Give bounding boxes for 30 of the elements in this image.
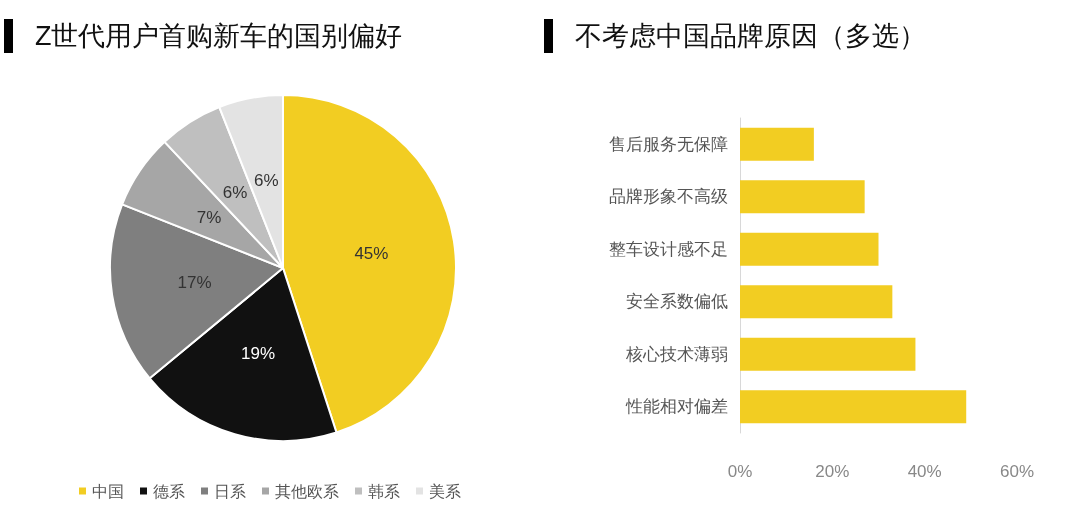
bar <box>740 232 879 266</box>
y-tick-label: 售后服务无保障 <box>609 134 728 154</box>
legend-label: 美系 <box>429 482 461 500</box>
data-label: 7% <box>196 208 222 228</box>
y-tick-label: 性能相对偏差 <box>625 397 728 417</box>
x-tick-label: 60% <box>999 462 1035 481</box>
bar <box>740 180 865 214</box>
legend-label: 德系 <box>153 482 185 500</box>
bar <box>740 337 916 371</box>
chart-title: 不考虑中国品牌原因（多选） <box>575 20 926 53</box>
chart-title: Z世代用户首购新车的国别偏好 <box>35 20 403 53</box>
bar <box>740 127 814 161</box>
data-label: 6% <box>222 182 248 202</box>
data-label: 19% <box>241 344 276 364</box>
data-label: 17% <box>177 272 212 292</box>
y-tick-label: 整车设计感不足 <box>609 239 728 259</box>
y-tick-label: 品牌形象不高级 <box>609 187 728 207</box>
y-tick-label: 核心技术薄弱 <box>625 344 728 364</box>
x-tick-label: 20% <box>815 462 850 481</box>
bar <box>740 285 893 319</box>
legend-label: 中国 <box>92 482 124 500</box>
legend-label: 韩系 <box>368 482 400 500</box>
bar <box>740 390 967 424</box>
data-label: 6% <box>253 170 279 190</box>
legend-label: 其他欧系 <box>275 482 339 500</box>
x-tick-label: 0% <box>727 462 753 481</box>
legend-label: 日系 <box>214 482 246 500</box>
data-label: 45% <box>354 244 389 264</box>
x-tick-label: 40% <box>907 462 942 481</box>
y-tick-label: 安全系数偏低 <box>626 292 728 312</box>
